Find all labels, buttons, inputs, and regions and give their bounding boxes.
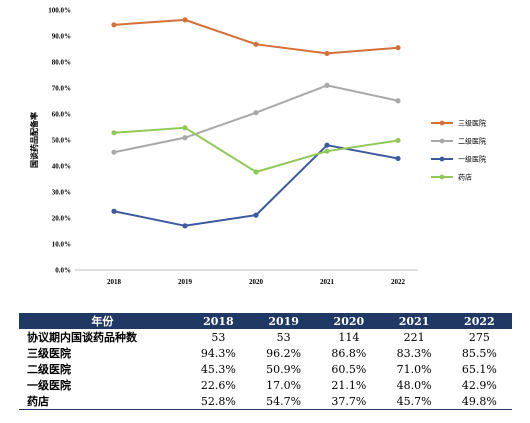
y-tick-label: 80.0%: [52, 59, 71, 67]
y-tick-label: 40.0%: [52, 163, 71, 171]
legend-label: 三级医院: [458, 119, 486, 128]
table-cell: 45.7%: [381, 393, 447, 410]
table-cell: 17.0%: [266, 378, 302, 392]
y-tick-label: 30.0%: [52, 189, 71, 197]
table-cell: 37.7%: [316, 393, 382, 410]
table-cell: 85.5%: [461, 346, 497, 360]
table-header-row: 年份 2018 2019 2020 2021 2022: [19, 313, 512, 329]
table-cell: 71.0%: [396, 362, 432, 376]
series-line: [113, 84, 399, 154]
table-cell: 42.9%: [461, 378, 497, 392]
line-chart: 0.0% 10.0% 20.0% 30.0% 40.0% 50.0% 60.0% 70.0% 8…: [29, 7, 486, 287]
data-point: [111, 149, 117, 155]
data-point: [253, 212, 259, 218]
data-point: [253, 110, 259, 116]
data-point: [111, 208, 117, 214]
table-cell: 114: [338, 330, 360, 344]
table-cell: 275: [468, 330, 490, 344]
y-tick-label: 10.0%: [52, 241, 71, 249]
table-row: 协议期内国谈药品种数 53 53 114 221 275: [19, 329, 512, 345]
table-cell: 50.9%: [266, 362, 302, 376]
table-cell: 53: [276, 330, 291, 344]
table-row: 药店 52.8% 54.7% 37.7% 45.7% 49.8%: [19, 393, 512, 410]
legend-label: 二级医院: [458, 137, 486, 146]
row-label: 药店: [19, 393, 186, 410]
legend-label: 一级医院: [458, 155, 486, 164]
table-header-cell: 2020: [316, 313, 382, 329]
table-cell: 52.8%: [185, 393, 252, 410]
table-header-cell: 2018: [185, 313, 252, 329]
data-point: [395, 137, 401, 144]
data-table: 年份 2018 2019 2020 2021 2022 协议期内国谈药品种数 5…: [19, 313, 512, 410]
table-cell: 83.3%: [396, 346, 432, 360]
table-cell: 221: [403, 330, 425, 344]
row-label: 三级医院: [27, 347, 71, 360]
table-cell: 65.1%: [461, 362, 497, 376]
table-cell: 96.2%: [266, 346, 302, 360]
row-label: 协议期内国谈药品种数: [27, 331, 137, 344]
y-tick-label: 100.0%: [48, 7, 71, 15]
y-tick-label: 0.0%: [55, 267, 71, 275]
data-point: [182, 125, 188, 131]
legend-swatch-marker: [439, 174, 445, 180]
data-point: [253, 41, 259, 47]
table-header-cell: 2021: [381, 313, 447, 329]
table-cell: 22.6%: [200, 378, 236, 392]
table-cell: 86.8%: [331, 346, 367, 360]
table-cell: 94.3%: [200, 346, 236, 360]
data-point: [253, 169, 259, 175]
legend-swatch-marker: [439, 138, 445, 144]
table-cell: 60.5%: [331, 362, 367, 376]
table-header-cell: 2022: [446, 313, 512, 329]
table-row: 二级医院 45.3% 50.9% 60.5% 71.0% 65.1%: [19, 361, 512, 377]
x-tick-label: 2021: [320, 278, 335, 286]
legend-swatch-marker: [439, 156, 445, 162]
data-point: [182, 223, 188, 229]
table-row: 一级医院 22.6% 17.0% 21.1% 48.0% 42.9%: [19, 377, 512, 393]
y-tick-label: 90.0%: [52, 33, 71, 41]
table-header-cell: 2019: [251, 313, 317, 329]
y-axis-title: 国谈药品配备率: [29, 112, 39, 168]
x-tick-label: 2018: [107, 278, 122, 286]
data-point: [111, 22, 117, 28]
series-line: [113, 18, 399, 55]
table-cell: 54.7%: [251, 393, 317, 410]
data-point: [395, 155, 401, 162]
data-point: [324, 142, 330, 148]
legend-swatch-marker: [439, 120, 445, 126]
data-point: [111, 130, 117, 136]
y-tick-label: 60.0%: [52, 111, 71, 119]
x-tick-label: 2022: [391, 278, 406, 286]
data-point: [182, 135, 188, 141]
table-cell: 48.0%: [396, 378, 432, 392]
y-tick-label: 70.0%: [52, 85, 71, 93]
x-tick-label: 2020: [249, 278, 264, 286]
y-tick-label: 50.0%: [52, 137, 71, 145]
table-cell: 53: [211, 330, 226, 344]
table-row: 三级医院 94.3% 96.2% 86.8% 83.3% 85.5%: [19, 345, 512, 361]
table-header-cell: 年份: [19, 313, 186, 329]
row-label: 一级医院: [27, 379, 71, 392]
x-tick-label: 2019: [178, 278, 193, 286]
row-label: 二级医院: [27, 363, 71, 376]
data-point: [324, 148, 330, 154]
data-point: [324, 82, 330, 88]
table-cell: 21.1%: [331, 378, 367, 392]
table-cell: 49.8%: [446, 393, 512, 410]
data-point: [182, 17, 188, 23]
data-point: [395, 98, 401, 104]
chart-svg: 0.0% 10.0% 20.0% 30.0% 40.0% 50.0% 60.0% 70.0% 8…: [29, 7, 486, 287]
table-cell: 45.3%: [200, 362, 236, 376]
y-tick-label: 20.0%: [52, 215, 71, 223]
legend-label: 药店: [458, 173, 472, 182]
data-point: [324, 50, 330, 57]
data-point: [395, 45, 401, 51]
